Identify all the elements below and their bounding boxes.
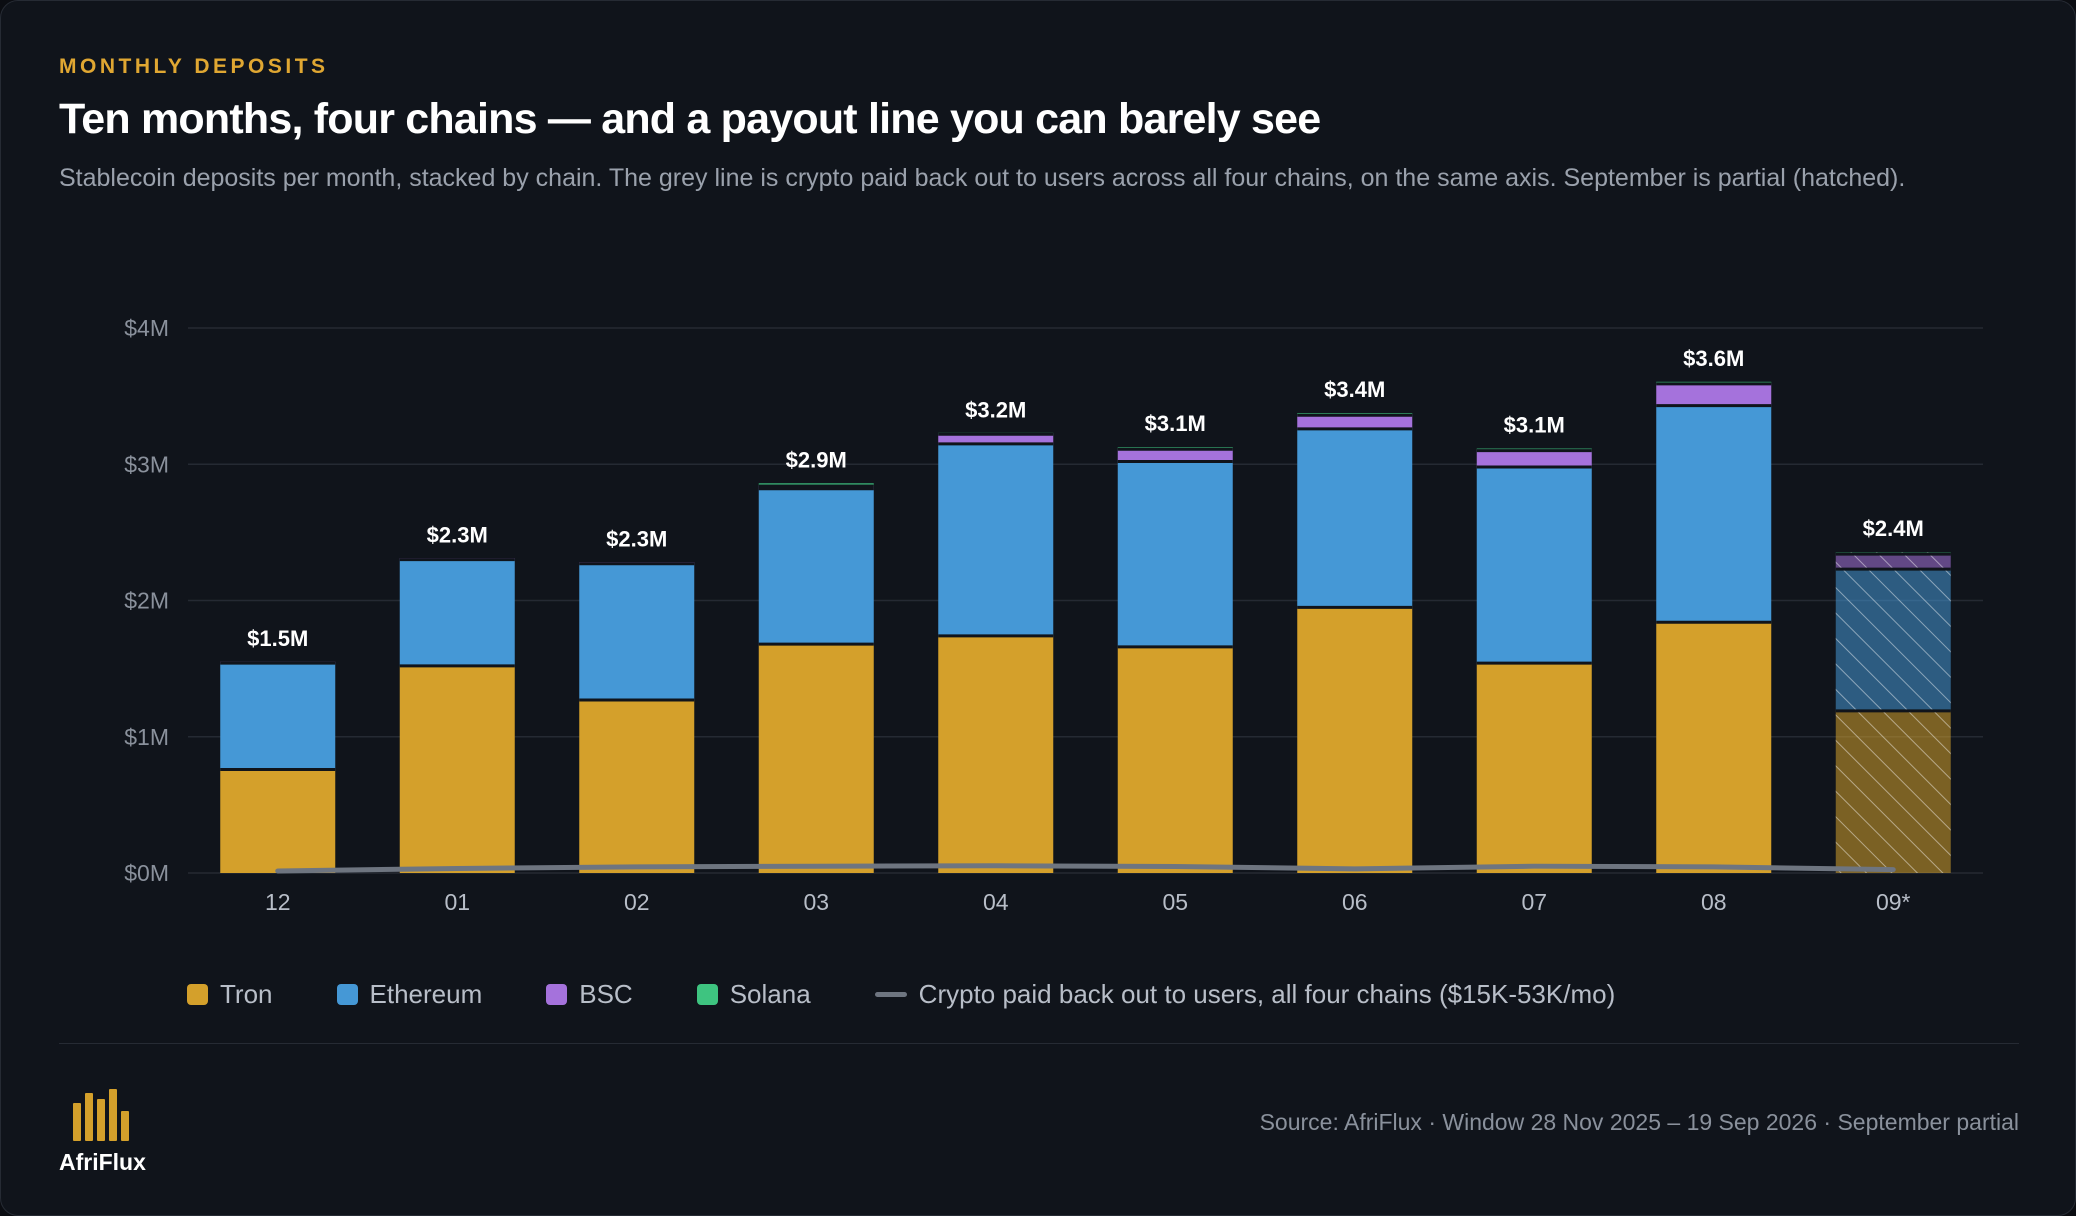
bar-segment-bsc	[1656, 383, 1772, 406]
afriflux-logo-icon	[73, 1089, 129, 1141]
bar-segment-ethereum	[758, 488, 874, 645]
bar-total-label: $3.4M	[1324, 377, 1385, 402]
bar-total-label: $2.9M	[786, 447, 847, 472]
bar-segment-tron	[1656, 622, 1772, 873]
legend-swatch-payout-line	[874, 992, 907, 997]
footer-divider	[59, 1043, 2019, 1044]
bar-total-label: $1.5M	[247, 626, 308, 651]
x-tick-label: 08	[1701, 889, 1727, 915]
y-tick-label: $4M	[124, 315, 169, 341]
legend-swatch-tron	[187, 984, 208, 1005]
bar-total-label: $3.6M	[1683, 346, 1744, 371]
legend-item-ethereum: Ethereum	[336, 979, 483, 1010]
legend-swatch-ethereum	[336, 984, 358, 1005]
bar-segment-bsc	[1476, 450, 1592, 467]
chart-title: Ten months, four chains — and a payout l…	[59, 95, 1321, 143]
x-tick-label: 07	[1521, 889, 1547, 915]
bar-total-label: $3.1M	[1145, 411, 1206, 436]
x-tick-label: 01	[444, 889, 470, 915]
bar-segment-tron	[1476, 663, 1592, 873]
stacked-bar-chart: $0M $1M $2M $3M $4M $1.5M 12 $2.3M 01 $2.3M 02 $2.9…	[124, 315, 1983, 915]
legend-label-payout-line: Crypto paid back out to users, all four …	[918, 979, 1616, 1009]
bar-total-label: $2.3M	[427, 522, 488, 547]
legend-label-bsc: BSC	[579, 979, 633, 1009]
x-tick-label: 12	[265, 889, 291, 915]
bar-segment-bsc	[938, 434, 1054, 444]
legend-item-payout-line: Crypto paid back out to users, all four …	[874, 979, 1616, 1010]
bar-segment-ethereum	[1476, 466, 1592, 664]
legend-label-ethereum: Ethereum	[369, 979, 483, 1009]
bar-total-label: $3.2M	[965, 398, 1026, 423]
bar-segment-tron	[758, 644, 874, 873]
legend-label-tron: Tron	[220, 979, 273, 1009]
bar-segment-tron	[1297, 607, 1413, 873]
bar-segment-ethereum	[1297, 428, 1413, 608]
bar-segment-tron	[220, 769, 336, 873]
bar-segment-ethereum	[1656, 405, 1772, 623]
bar-total-label: $3.1M	[1504, 413, 1565, 438]
legend-label-solana: Solana	[729, 979, 811, 1009]
bar-segment-ethereum	[579, 563, 695, 700]
legend-swatch-solana	[696, 984, 718, 1005]
x-tick-label: 04	[983, 889, 1009, 915]
bar-segment-tron	[579, 699, 695, 873]
legend-item-tron: Tron	[187, 979, 273, 1010]
bar-segment-tron	[399, 665, 515, 873]
bar-hatch-bsc	[1835, 554, 1951, 570]
bar-segment-tron	[1117, 646, 1233, 873]
y-tick-label: $1M	[124, 724, 169, 750]
brand-name: AfriFlux	[59, 1149, 146, 1175]
bar-segment-bsc	[1297, 415, 1413, 429]
bar-segment-bsc	[1117, 449, 1233, 462]
source-note: Source: AfriFlux · Window 28 Nov 2025 – …	[1259, 1109, 2019, 1135]
payout-line	[275, 863, 1896, 874]
bar-segment-ethereum	[220, 663, 336, 770]
legend-swatch-bsc	[546, 984, 568, 1005]
bar-total-label: $2.3M	[606, 526, 667, 551]
x-tick-label: 03	[803, 889, 829, 915]
y-tick-label: $0M	[124, 860, 169, 886]
bar-hatch-tron	[1835, 710, 1951, 873]
eyebrow-label: MONTHLY DEPOSITS	[59, 55, 329, 78]
x-tick-label: 06	[1342, 889, 1368, 915]
legend-item-solana: Solana	[696, 979, 811, 1010]
bar-segment-tron	[938, 635, 1054, 873]
bar-segment-ethereum	[399, 559, 515, 666]
x-tick-label: 05	[1162, 889, 1188, 915]
legend-item-bsc: BSC	[546, 979, 633, 1010]
bar-segment-ethereum	[1117, 461, 1233, 647]
y-tick-label: $3M	[124, 451, 169, 477]
y-tick-label: $2M	[124, 588, 169, 614]
bar-segment-ethereum	[938, 443, 1054, 636]
legend: Tron Ethereum BSC Solana Crypto paid bac…	[187, 979, 1679, 1010]
x-tick-label: 09*	[1876, 889, 1911, 915]
x-tick-label: 02	[624, 889, 650, 915]
bar-total-label: $2.4M	[1863, 516, 1924, 541]
chart-subtitle: Stablecoin deposits per month, stacked b…	[59, 164, 1906, 192]
bar-hatch-ethereum	[1835, 569, 1951, 711]
